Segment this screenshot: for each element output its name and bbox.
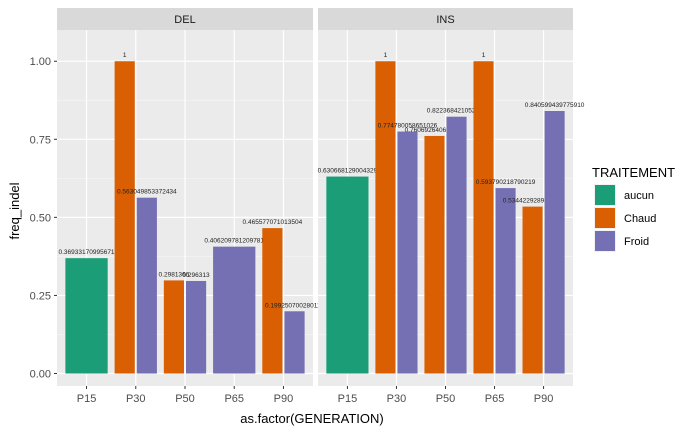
bar-del-p90-froid: [284, 311, 305, 374]
bar-ins-p15-aucun: [326, 176, 369, 374]
legend: TRAITEMENT aucun Chaud Froid: [592, 165, 675, 252]
legend-key-aucun: [595, 185, 615, 205]
bar-value-label: 0.2981366: [159, 271, 190, 278]
bar-value-label: 1: [123, 52, 127, 59]
panel-del: DEL 0.36933170995671 P15 1 0.563049853372434…: [30, 8, 325, 405]
facet-strip-label: DEL: [174, 14, 195, 26]
x-tick-label: P90: [274, 393, 294, 405]
x-tick-label: P65: [485, 393, 505, 405]
bar-del-p50-chaud: [163, 280, 184, 374]
bar-ins-p65-chaud: [473, 61, 494, 374]
panel-ins: INS 0.630668129004329 P15 1 0.77478005865102…: [318, 8, 585, 405]
bar-value-label: 1: [482, 52, 486, 59]
bar-del-p50-froid: [186, 280, 207, 374]
y-tick-label: 0.50: [30, 212, 51, 224]
bar-value-label: 0.593790218790219: [476, 179, 536, 186]
bar-value-label: 0.465577071013504: [243, 219, 303, 226]
legend-label: aucun: [624, 190, 654, 202]
bar-value-label: 0.630668129004329: [318, 168, 378, 175]
bar-del-p90-chaud: [262, 228, 283, 374]
bar-value-label: 0.296313: [183, 272, 210, 279]
legend-title: TRAITEMENT: [592, 165, 675, 180]
bar-ins-p30-froid: [397, 131, 418, 374]
bar-value-label: 0.534422928968496: [503, 198, 563, 205]
bar-value-label: 1: [384, 52, 388, 59]
bar-ins-p65-froid: [495, 188, 516, 374]
x-tick-label: P15: [77, 393, 97, 405]
bar-value-label: 0.36933170995671: [59, 249, 115, 256]
bar-del-p65-froid: [213, 246, 256, 374]
x-tick-label: P50: [436, 393, 456, 405]
bar-del-p30-froid: [136, 197, 157, 374]
chart-panels: DEL 0.36933170995671 P15 1 0.563049853372434…: [30, 8, 585, 405]
legend-key-froid: [595, 231, 615, 251]
bar-value-label: 0.760692640692641: [405, 127, 465, 134]
bar-value-label: 0.822368421052632: [427, 108, 487, 115]
x-tick-label: P15: [338, 393, 358, 405]
facet-strip: [318, 8, 573, 30]
x-tick-label: P50: [175, 393, 195, 405]
bar-value-label: 0.563049853372434: [117, 189, 177, 196]
bar-ins-p90-chaud: [522, 206, 543, 374]
bar-del-p30-chaud: [114, 61, 135, 374]
bar-value-label: 0.840599439775910: [525, 102, 585, 109]
y-tick-label: 1.00: [30, 56, 51, 68]
bar-ins-p50-chaud: [424, 135, 445, 374]
bar-del-p15-aucun: [65, 258, 108, 374]
y-tick-label: 0.00: [30, 369, 51, 381]
y-tick-label: 0.25: [30, 290, 51, 302]
x-tick-label: P65: [224, 393, 244, 405]
legend-key-chaud: [595, 208, 615, 228]
facet-strip-label: INS: [436, 14, 454, 26]
x-axis-title: as.factor(GENERATION): [240, 411, 384, 426]
y-axis-title: freq_indel: [7, 182, 22, 239]
bar-value-label: 0.774780058651026: [378, 123, 438, 130]
bar-value-label: 0.199250700280112: [265, 302, 325, 309]
bar-value-label: 0.406209781209781: [204, 238, 264, 245]
x-tick-label: P30: [126, 393, 146, 405]
x-tick-label: P90: [534, 393, 554, 405]
legend-label: Chaud: [624, 213, 656, 225]
bar-ins-p90-froid: [544, 111, 565, 374]
x-tick-label: P30: [387, 393, 407, 405]
bar-ins-p50-froid: [446, 116, 467, 374]
facet-strip: [57, 8, 313, 30]
legend-label: Froid: [624, 236, 649, 248]
y-tick-label: 0.75: [30, 134, 51, 146]
bar-ins-p30-chaud: [375, 61, 396, 374]
